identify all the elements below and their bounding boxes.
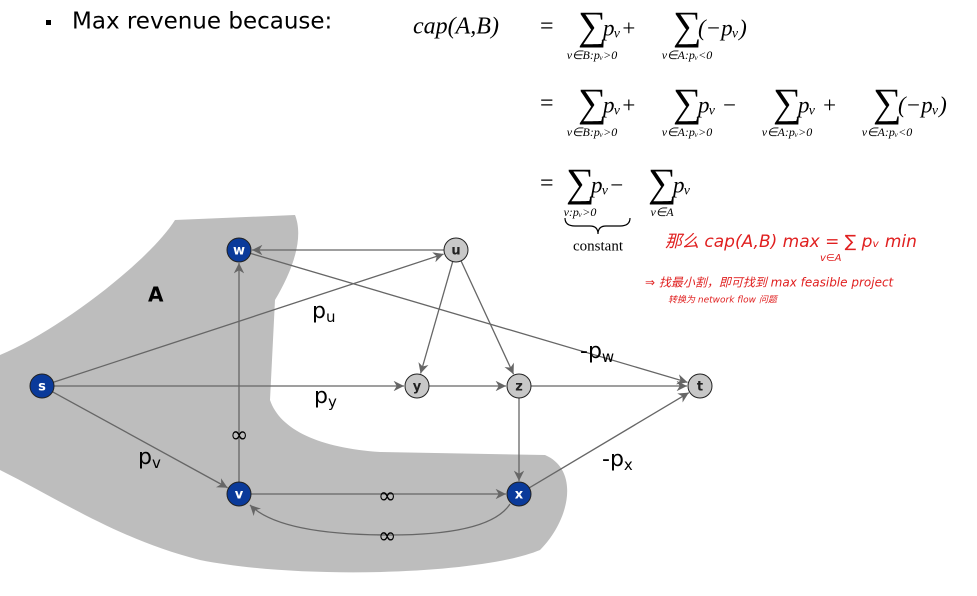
sum-index: v∈B:pᵥ>0 bbox=[567, 125, 618, 139]
edge-label: -px bbox=[602, 447, 633, 474]
summand: pᵥ+ bbox=[601, 92, 636, 117]
sum-index: v∈A:pᵥ<0 bbox=[662, 48, 713, 62]
node bbox=[226, 237, 252, 263]
equation-lhs: cap(A,B) bbox=[413, 14, 499, 40]
node-label: v bbox=[235, 488, 244, 503]
node bbox=[506, 481, 532, 507]
summand: pᵥ − bbox=[696, 92, 737, 117]
sum-symbol: ∑ bbox=[578, 80, 607, 125]
edge-label-sub: u bbox=[326, 308, 336, 326]
edge-label: ∞ bbox=[378, 484, 396, 509]
edge-label-sub: y bbox=[328, 393, 337, 411]
bullet-text: Max revenue because: bbox=[72, 9, 332, 35]
edge bbox=[460, 260, 515, 375]
region-label: A bbox=[148, 283, 164, 307]
sum-index: v∈B:pᵥ>0 bbox=[567, 48, 618, 62]
brace-label: constant bbox=[573, 238, 624, 254]
edge-label: pu bbox=[312, 299, 335, 326]
edge-label: ∞ bbox=[378, 524, 396, 549]
equation-relation: = bbox=[540, 14, 554, 40]
edge bbox=[418, 261, 454, 374]
sum-symbol: ∑ bbox=[773, 80, 802, 125]
node-label: t bbox=[697, 380, 703, 395]
equation-relation: = bbox=[540, 91, 554, 117]
summand: pᵥ bbox=[671, 172, 691, 197]
edge bbox=[250, 252, 688, 385]
node bbox=[29, 373, 55, 399]
summand: (−pᵥ) bbox=[898, 92, 947, 117]
node-label: y bbox=[413, 380, 422, 395]
brace bbox=[564, 217, 631, 235]
sum-symbol: ∑ bbox=[673, 80, 702, 125]
annotation: ⇒ 找最小割，即可找到 max feasible project bbox=[645, 276, 895, 290]
annotation: v∈A bbox=[820, 253, 842, 264]
node bbox=[506, 373, 532, 399]
summand: (−pᵥ) bbox=[698, 15, 747, 40]
edge-label-base: p bbox=[314, 384, 328, 409]
node-label: x bbox=[515, 488, 524, 503]
edge-label-base: ∞ bbox=[378, 484, 396, 509]
edge bbox=[52, 391, 228, 489]
sum-symbol: ∑ bbox=[873, 80, 902, 125]
equation-relation: = bbox=[540, 171, 554, 197]
summand: pᵥ+ bbox=[601, 15, 636, 40]
annotation: 转换为 network flow 问题 bbox=[668, 295, 779, 306]
sum-index: v∈A:pᵥ>0 bbox=[662, 125, 713, 139]
edge bbox=[53, 252, 444, 383]
edge-label: ∞ bbox=[230, 423, 248, 448]
node-label: z bbox=[515, 380, 523, 395]
edge-label-sub: x bbox=[624, 456, 633, 474]
edge-label-base: -p bbox=[580, 339, 602, 364]
node bbox=[226, 481, 252, 507]
region-a bbox=[0, 215, 568, 573]
summand: pᵥ− bbox=[589, 172, 624, 197]
sum-symbol: ∑ bbox=[578, 3, 607, 48]
sum-index: v:pᵥ>0 bbox=[564, 205, 597, 219]
edge-label-base: p bbox=[312, 299, 326, 324]
edge-label-base: ∞ bbox=[230, 423, 248, 448]
edge-label-sub: v bbox=[152, 454, 161, 472]
edge bbox=[249, 503, 511, 536]
summand: pᵥ + bbox=[796, 92, 837, 117]
edge-label: py bbox=[314, 384, 337, 411]
edges bbox=[52, 244, 690, 536]
bullet-dot bbox=[46, 20, 51, 25]
edge-label-base: p bbox=[138, 445, 152, 470]
node-label: u bbox=[451, 244, 460, 259]
sum-index: v∈A:pᵥ<0 bbox=[862, 125, 913, 139]
node bbox=[443, 237, 469, 263]
sum-symbol: ∑ bbox=[566, 160, 595, 205]
edge bbox=[528, 392, 690, 489]
sum-index: v∈A:pᵥ>0 bbox=[762, 125, 813, 139]
sum-symbol: ∑ bbox=[673, 3, 702, 48]
node bbox=[687, 373, 713, 399]
sum-symbol: ∑ bbox=[648, 160, 677, 205]
edge-label-base: -p bbox=[602, 447, 624, 472]
sum-index: v∈A bbox=[650, 205, 674, 219]
node-label: s bbox=[38, 380, 46, 395]
edge-label: -pw bbox=[580, 339, 614, 366]
edge-label-base: ∞ bbox=[378, 524, 396, 549]
node-label: w bbox=[233, 244, 245, 259]
edge-label-sub: w bbox=[602, 348, 614, 366]
edge-label: pv bbox=[138, 445, 161, 472]
annotation: 那么 cap(A,B) max = ∑ pᵥ min bbox=[665, 232, 917, 252]
node bbox=[404, 373, 430, 399]
